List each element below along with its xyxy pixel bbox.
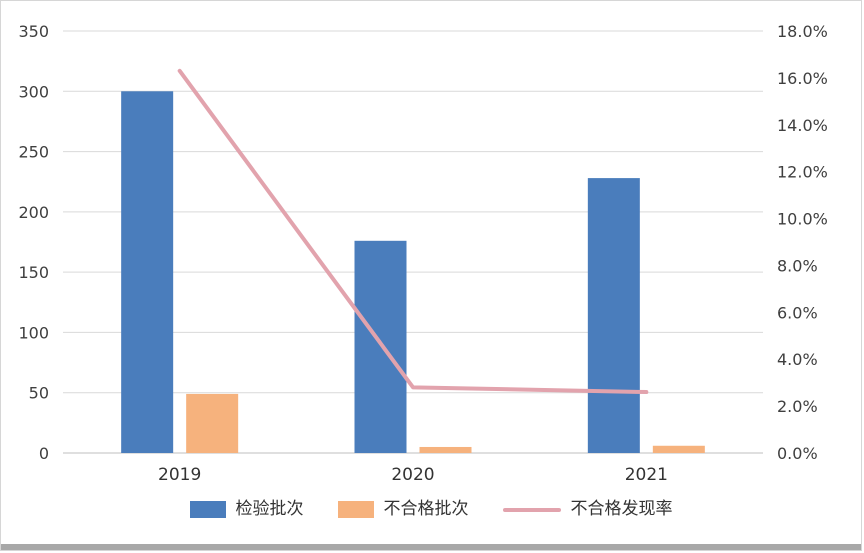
legend-label-inspected-batches: 检验批次 xyxy=(235,499,304,519)
left-axis-tick-label: 350 xyxy=(18,22,49,41)
legend-swatch-inspected-batches xyxy=(189,501,226,518)
legend-swatch-unqualified-rate xyxy=(502,507,561,512)
right-axis-tick-label: 14.0% xyxy=(777,116,828,135)
right-axis-tick-label: 18.0% xyxy=(777,22,828,41)
bar-不合格批次-2020 xyxy=(419,446,472,453)
bar-不合格批次-2019 xyxy=(186,393,239,453)
bar-检验批次-2019 xyxy=(121,91,174,454)
legend-item-inspected-batches: 检验批次 xyxy=(189,499,304,519)
left-axis-tick-label: 300 xyxy=(18,82,49,101)
x-axis-category-label: 2019 xyxy=(158,465,201,485)
right-axis-tick-label: 12.0% xyxy=(777,163,828,182)
right-axis-tick-label: 4.0% xyxy=(777,350,818,369)
legend-swatch-unqualified-batches xyxy=(337,501,374,518)
right-axis-tick-label: 8.0% xyxy=(777,256,818,275)
bar-检验批次-2021 xyxy=(587,178,640,453)
legend-item-unqualified-rate: 不合格发现率 xyxy=(502,499,673,519)
line-series-不合格发现率 xyxy=(177,68,649,395)
left-axis-tick-label: 0 xyxy=(39,444,49,463)
right-axis-tick-label: 6.0% xyxy=(777,303,818,322)
left-axis-tick-label: 200 xyxy=(18,203,49,222)
legend-label-unqualified-batches: 不合格批次 xyxy=(383,499,469,519)
bar-检验批次-2020 xyxy=(354,240,407,453)
window-bottom-edge xyxy=(1,544,861,550)
chart-legend: 检验批次 不合格批次 不合格发现率 xyxy=(1,501,861,518)
right-axis-tick-label: 10.0% xyxy=(777,210,828,229)
right-axis-tick-label: 16.0% xyxy=(777,69,828,88)
legend-item-unqualified-batches: 不合格批次 xyxy=(337,499,469,519)
left-axis-tick-label: 100 xyxy=(18,323,49,342)
legend-label-unqualified-rate: 不合格发现率 xyxy=(570,499,673,519)
right-axis-tick-label: 2.0% xyxy=(777,397,818,416)
left-axis-tick-label: 150 xyxy=(18,263,49,282)
right-axis-tick-label: 0.0% xyxy=(777,444,818,463)
left-axis-tick-label: 250 xyxy=(18,143,49,162)
x-axis-category-label: 2020 xyxy=(391,465,434,485)
bar-不合格批次-2021 xyxy=(652,445,705,453)
left-axis-tick-label: 50 xyxy=(29,384,49,403)
x-axis-category-label: 2021 xyxy=(625,465,668,485)
